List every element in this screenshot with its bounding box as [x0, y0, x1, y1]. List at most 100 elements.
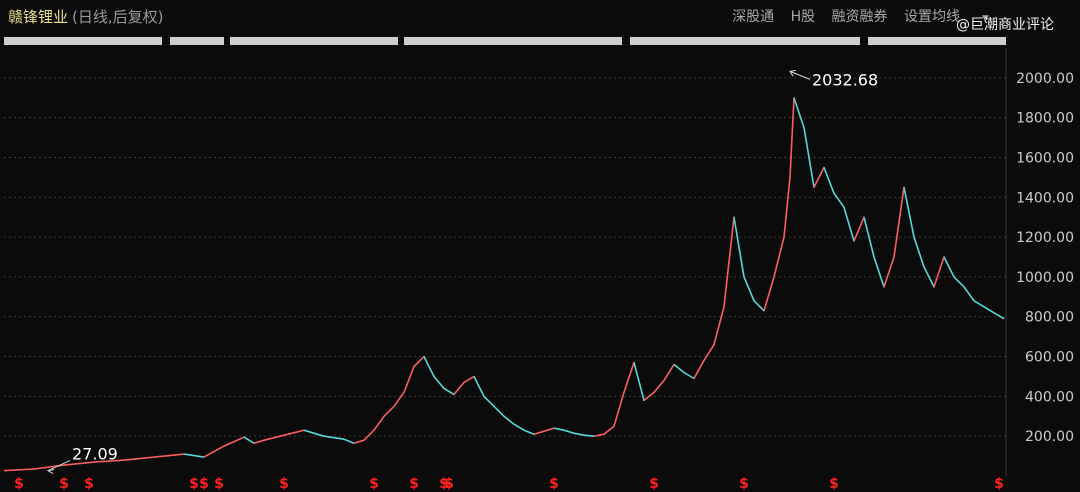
info-strip-segment — [170, 37, 224, 45]
up-segment — [263, 434, 285, 441]
down-segment — [923, 266, 935, 288]
dividend-marker: $ — [444, 476, 454, 492]
menu-item-margin-trading[interactable]: 融资融券 — [831, 9, 888, 25]
dividend-marker: $ — [649, 476, 659, 492]
up-segment — [773, 236, 785, 278]
down-segment — [343, 438, 355, 444]
y-axis: 200.00 400.00 600.00 800.00 1000.00 1200.00 14… — [1005, 48, 1074, 476]
up-segment — [3, 468, 35, 472]
info-strip-segment — [868, 37, 1006, 45]
down-segment — [753, 300, 765, 312]
down-segment — [323, 435, 345, 440]
down-segment — [913, 236, 925, 268]
grid-lines — [4, 77, 1006, 437]
dividend-marker: $ — [549, 476, 559, 492]
up-segment — [63, 461, 95, 466]
up-segment — [713, 306, 725, 345]
header-bar: 赣锋锂业 (日线,后复权) 深股通 H股 融资融券 设置均线 ▼ @巨潮商业评论 — [0, 0, 1080, 34]
chart-mode: (日线,后复权) — [72, 8, 164, 26]
dividend-marker: $ — [59, 476, 69, 492]
down-segment — [903, 187, 915, 238]
low-price-label: 27.09 — [72, 445, 118, 464]
down-segment — [943, 256, 955, 278]
y-tick-label: 1200.00 — [1016, 230, 1074, 246]
dividend-marker: $ — [214, 476, 224, 492]
dividend-marker: $ — [14, 476, 24, 492]
up-segment — [403, 366, 415, 393]
up-segment — [453, 381, 465, 395]
info-strip-segment — [630, 37, 860, 45]
top-menu: 深股通 H股 融资融券 设置均线 — [720, 6, 960, 26]
up-segment — [789, 97, 795, 178]
dividend-marker: $ — [739, 476, 749, 492]
down-segment — [553, 427, 565, 431]
up-segment — [883, 256, 895, 288]
up-segment — [663, 364, 675, 381]
up-segment — [123, 456, 155, 461]
up-segment — [383, 405, 395, 417]
menu-item-h-shares[interactable]: H股 — [790, 9, 816, 25]
up-segment — [203, 445, 225, 458]
dividend-marker: $ — [279, 476, 289, 492]
chevron-down-icon[interactable]: ▼ — [982, 14, 989, 24]
y-tick-label: 1600.00 — [1016, 150, 1074, 166]
up-segment — [893, 187, 905, 258]
down-segment — [493, 405, 505, 417]
up-segment — [463, 375, 475, 384]
y-tick-label: 800.00 — [1025, 310, 1074, 326]
down-segment — [513, 423, 525, 431]
menu-item-shenguotong[interactable]: 深股通 — [732, 9, 775, 25]
stock-name: 赣锋锂业 — [8, 8, 69, 26]
dividend-marker: $ — [199, 476, 209, 492]
up-segment — [703, 344, 715, 361]
dividend-marker: $ — [189, 476, 199, 492]
up-segment — [853, 216, 865, 242]
info-strip — [4, 35, 1006, 47]
up-segment — [93, 459, 125, 463]
down-segment — [833, 192, 845, 208]
down-segment — [973, 300, 985, 308]
down-segment — [793, 97, 805, 128]
up-segment — [533, 430, 545, 435]
high-arrowhead — [789, 69, 797, 77]
up-segment — [373, 415, 385, 431]
y-tick-label: 1800.00 — [1016, 111, 1074, 127]
high-price-label: 2032.68 — [812, 70, 878, 89]
down-segment — [683, 371, 695, 380]
down-segment — [243, 436, 255, 444]
up-segment — [783, 177, 791, 238]
down-segment — [743, 276, 755, 302]
low-arrowhead — [46, 469, 55, 475]
up-segment — [723, 217, 735, 307]
up-segment — [763, 276, 775, 312]
high-pointer — [789, 70, 811, 80]
event-markers: $ $ $ $ $ $ $ $ $ $$ $ $ $ $ $ — [14, 476, 1004, 492]
up-segment — [653, 379, 665, 393]
down-segment — [993, 312, 1005, 320]
dividend-marker: $ — [439, 476, 449, 492]
up-segment — [813, 167, 825, 188]
up-segment — [643, 391, 655, 402]
y-tick-label: 1400.00 — [1016, 190, 1074, 206]
up-segment — [693, 360, 705, 379]
up-segment — [623, 362, 635, 393]
down-segment — [523, 429, 535, 435]
up-segment — [153, 453, 185, 458]
up-segment — [933, 256, 945, 288]
down-segment — [563, 429, 575, 434]
y-tick-label: 200.00 — [1025, 429, 1074, 445]
menu-item-ma-settings[interactable]: 设置均线 — [904, 9, 960, 25]
up-segment — [353, 439, 365, 444]
up-segment — [363, 429, 375, 441]
down-segment — [583, 434, 595, 437]
up-segment — [613, 392, 625, 427]
info-strip-segment — [230, 37, 398, 45]
down-segment — [873, 256, 885, 288]
down-segment — [303, 429, 325, 437]
up-segment — [283, 429, 305, 436]
down-segment — [433, 375, 445, 389]
up-segment — [603, 425, 615, 435]
down-segment — [733, 217, 745, 278]
stock-title: 赣锋锂业 (日线,后复权) — [8, 6, 164, 27]
